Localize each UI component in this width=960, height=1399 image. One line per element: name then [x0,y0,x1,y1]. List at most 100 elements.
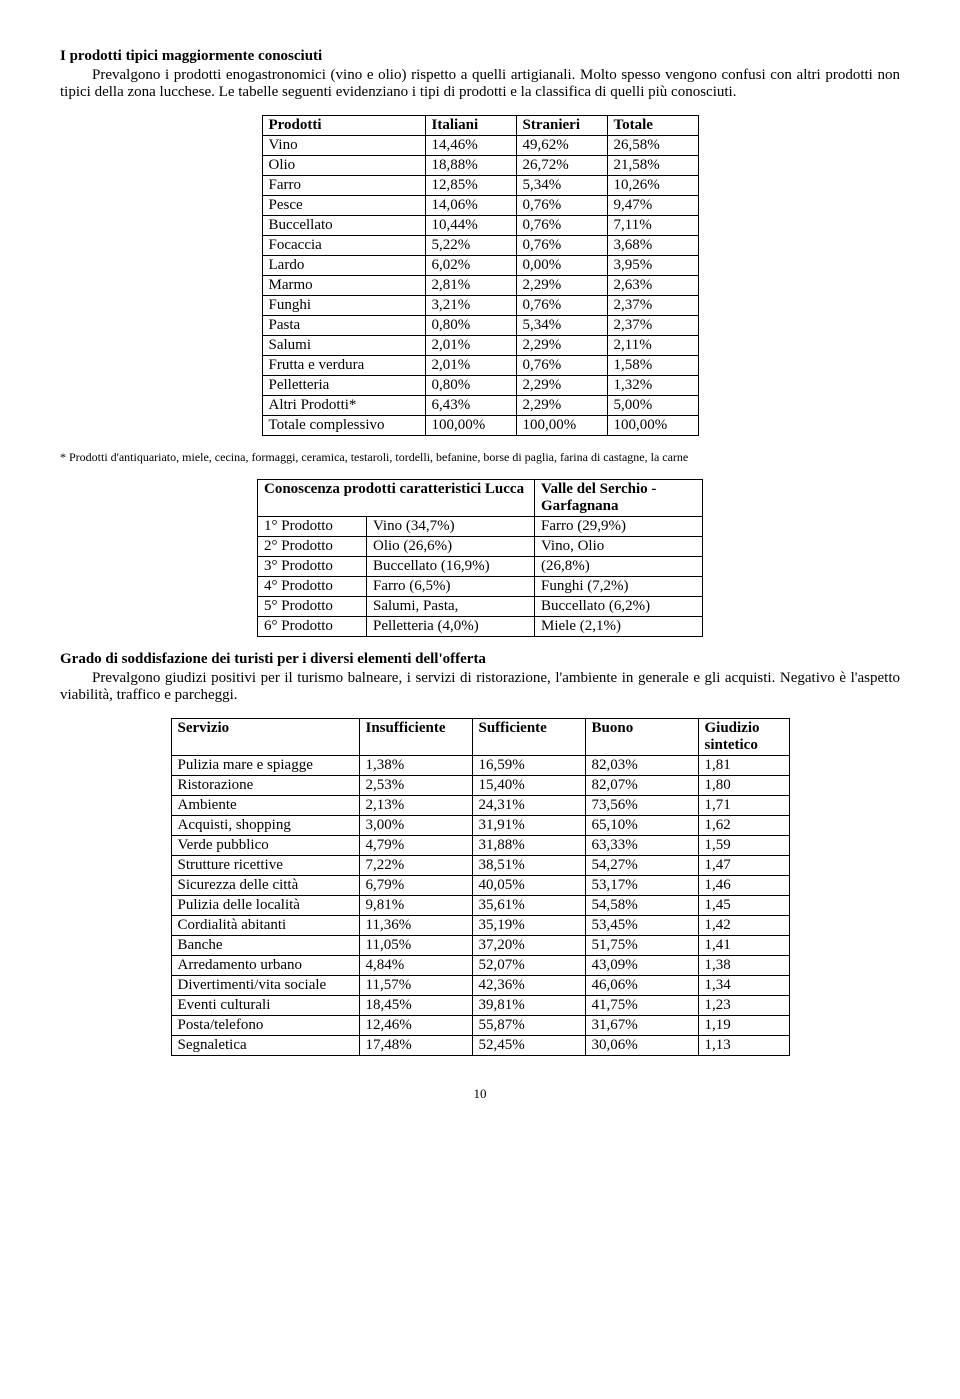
table-cell: 4,79% [359,836,472,856]
table-cell: 51,75% [585,936,698,956]
table-cell: Pelletteria (4,0%) [367,617,535,637]
table-cell: 40,05% [472,876,585,896]
table-header-cell: Sufficiente [472,719,585,756]
table-cell: Olio (26,6%) [367,537,535,557]
table-cell: Sicurezza delle città [171,876,359,896]
table-row: Segnaletica17,48%52,45%30,06%1,13 [171,1036,789,1056]
table-cell: 16,59% [472,756,585,776]
table-cell: 65,10% [585,816,698,836]
table-cell: Cordialità abitanti [171,916,359,936]
table-cell: 30,06% [585,1036,698,1056]
table-cell: Vino (34,7%) [367,517,535,537]
table-row: Farro12,85%5,34%10,26% [262,176,698,196]
table-cell: 1,46 [698,876,789,896]
table-cell: 2,37% [607,296,698,316]
table-cell: 49,62% [516,136,607,156]
table-cell: Strutture ricettive [171,856,359,876]
table-cell: Altri Prodotti* [262,396,425,416]
table-cell: 17,48% [359,1036,472,1056]
table-cell: 1,23 [698,996,789,1016]
table-products: ProdottiItalianiStranieriTotaleVino14,46… [262,115,699,436]
table-row: Eventi culturali18,45%39,81%41,75%1,23 [171,996,789,1016]
table-row: 6° ProdottoPelletteria (4,0%)Miele (2,1%… [258,617,703,637]
table-cell: 26,58% [607,136,698,156]
table-cell: 11,36% [359,916,472,936]
table-header-cell: Prodotti [262,116,425,136]
table-cell: 2,11% [607,336,698,356]
table-cell: Lardo [262,256,425,276]
table-cell: 55,87% [472,1016,585,1036]
table-cell: 2,29% [516,276,607,296]
table-cell: 1,38% [359,756,472,776]
table-cell: 11,05% [359,936,472,956]
table-header-cell: Valle del Serchio - Garfagnana [535,480,703,517]
table-cell: 10,26% [607,176,698,196]
table-cell: Banche [171,936,359,956]
table-cell: 9,47% [607,196,698,216]
table-cell: 1,45 [698,896,789,916]
table-cell: Totale complessivo [262,416,425,436]
table-cell: 1,58% [607,356,698,376]
table-cell: 18,88% [425,156,516,176]
table-cell: 3,68% [607,236,698,256]
table-cell: 42,36% [472,976,585,996]
table-cell: 6,02% [425,256,516,276]
table-cell: Funghi [262,296,425,316]
table-cell: 31,88% [472,836,585,856]
table-cell: 12,46% [359,1016,472,1036]
table-cell: 5,00% [607,396,698,416]
table-cell: 52,07% [472,956,585,976]
table-cell: 3° Prodotto [258,557,367,577]
table-cell: 63,33% [585,836,698,856]
footnote: * Prodotti d'antiquariato, miele, cecina… [60,450,900,465]
table-cell: 1,81 [698,756,789,776]
table-row: Olio18,88%26,72%21,58% [262,156,698,176]
table-header-cell: Conoscenza prodotti caratteristici Lucca [258,480,535,517]
table-cell: 100,00% [516,416,607,436]
table-cell: 31,91% [472,816,585,836]
table-cell: (26,8%) [535,557,703,577]
table-cell: Farro [262,176,425,196]
table-cell: 12,85% [425,176,516,196]
table-cell: 0,80% [425,316,516,336]
table-cell: 11,57% [359,976,472,996]
table-cell: Farro (6,5%) [367,577,535,597]
table-header-cell: Giudizio sintetico [698,719,789,756]
table-cell: 1,71 [698,796,789,816]
table-row: Ambiente2,13%24,31%73,56%1,71 [171,796,789,816]
table-cell: 18,45% [359,996,472,1016]
table-cell: 0,76% [516,356,607,376]
table-cell: Segnaletica [171,1036,359,1056]
table-cell: 37,20% [472,936,585,956]
table-cell: 43,09% [585,956,698,976]
table-cell: 0,76% [516,196,607,216]
table-cell: 14,06% [425,196,516,216]
table-row: Altri Prodotti*6,43%2,29%5,00% [262,396,698,416]
table-row: Verde pubblico4,79%31,88%63,33%1,59 [171,836,789,856]
section2-heading: Grado di soddisfazione dei turisti per i… [60,651,900,668]
table-cell: 6,79% [359,876,472,896]
table-cell: 2° Prodotto [258,537,367,557]
table-cell: 52,45% [472,1036,585,1056]
table-cell: Salumi [262,336,425,356]
table-cell: 5° Prodotto [258,597,367,617]
table-cell: 7,11% [607,216,698,236]
table-cell: Pulizia delle località [171,896,359,916]
table-row: Pesce14,06%0,76%9,47% [262,196,698,216]
table-cell: 38,51% [472,856,585,876]
table-cell: 1,34 [698,976,789,996]
table-cell: 21,58% [607,156,698,176]
table-row: 2° ProdottoOlio (26,6%)Vino, Olio [258,537,703,557]
table-header-cell: Insufficiente [359,719,472,756]
page-number: 10 [60,1086,900,1102]
table-row: Posta/telefono12,46%55,87%31,67%1,19 [171,1016,789,1036]
table-cell: 6,43% [425,396,516,416]
table-row: Cordialità abitanti11,36%35,19%53,45%1,4… [171,916,789,936]
table-cell: 1,62 [698,816,789,836]
table-cell: 54,27% [585,856,698,876]
table-row: Arredamento urbano4,84%52,07%43,09%1,38 [171,956,789,976]
table-cell: 73,56% [585,796,698,816]
table-row: Buccellato10,44%0,76%7,11% [262,216,698,236]
table-cell: 1,41 [698,936,789,956]
table-satisfaction: ServizioInsufficienteSufficienteBuonoGiu… [171,718,790,1056]
